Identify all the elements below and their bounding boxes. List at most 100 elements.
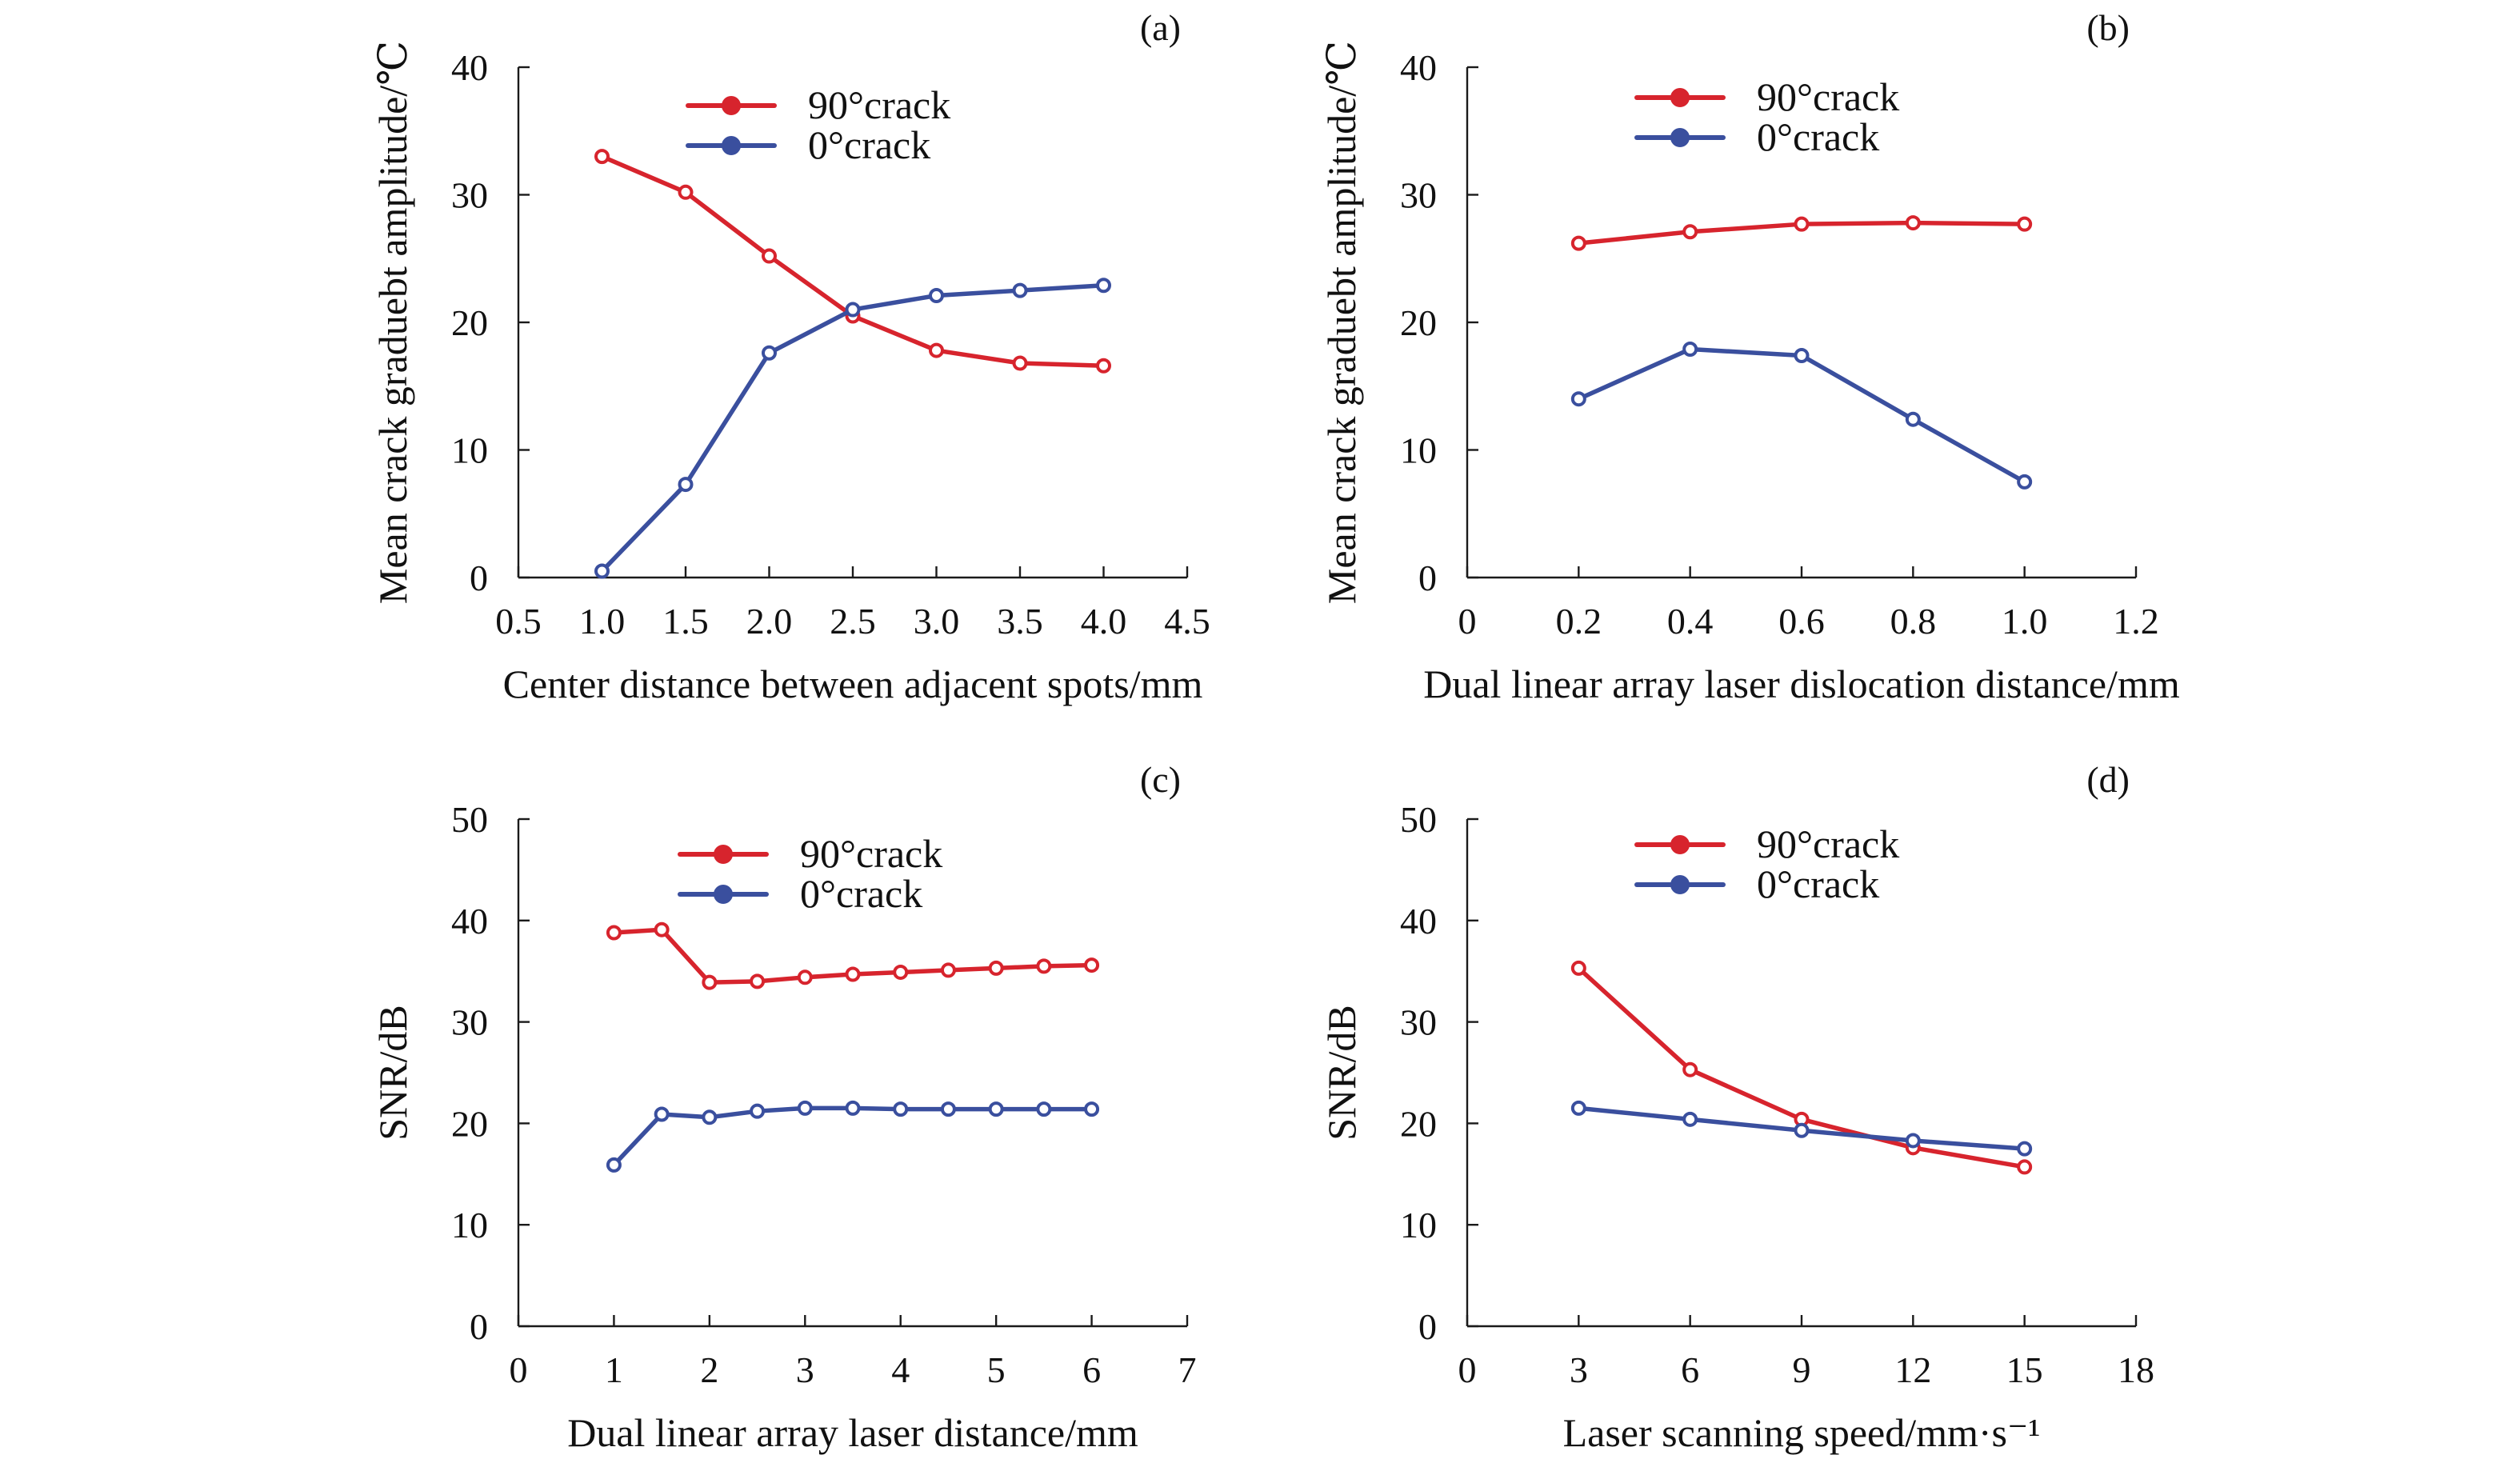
y-tick-label: 40 [451,47,488,88]
y-tick-label: 10 [451,1205,488,1245]
x-axis-title: Dual linear array laser dislocation dist… [1423,662,2180,706]
data-point [1682,1111,1698,1127]
x-axis-title: Dual linear array laser distance/mm [567,1410,1138,1455]
legend-label: 0°crack [800,871,922,916]
legend-label: 90°crack [1757,821,1899,866]
x-tick-label: 4.5 [1164,601,1210,642]
data-point [606,1157,622,1173]
x-tick-label: 3.0 [914,601,960,642]
legend-marker [722,96,741,115]
data-point [1084,957,1100,973]
data-point [762,345,777,361]
data-point [893,1101,909,1117]
chart-panel: 0 10 20 30 40 0.5 1.0 1.5 2.0 2.5 3.0 3.5 4.0 4.5 Cent… [370,7,1210,706]
series-line [611,1105,1094,1168]
y-tick-label: 20 [451,302,488,343]
data-point [654,1106,670,1122]
data-point [1794,1122,1810,1138]
legend-marker [714,845,733,864]
y-tick-label: 0 [470,1306,488,1347]
y-axis-title: SNR/dB [1319,1005,1364,1141]
y-tick-label: 40 [451,901,488,941]
legend-label: 90°crack [1757,74,1899,119]
data-point [1570,1100,1586,1116]
y-tick-label: 10 [451,430,488,471]
legend-marker [714,885,733,904]
data-point [2017,1159,2033,1175]
data-point [1682,1061,1698,1077]
x-tick-label: 6 [1082,1349,1101,1390]
x-tick-label: 0.6 [1778,601,1825,642]
data-point [940,1101,956,1117]
data-point [2017,216,2033,232]
y-tick-label: 50 [1400,799,1437,840]
data-point [750,1103,766,1119]
data-point [678,184,694,200]
data-point [1096,278,1111,294]
chart-panel: 0 10 20 30 40 50 0 3 6 9 12 15 18 Laser scanning spee… [1319,759,2154,1455]
legend-marker [1670,835,1690,854]
x-tick-label: 1 [605,1349,623,1390]
data-point [893,964,909,980]
legend-label: 90°crack [800,831,942,876]
x-tick-label: 18 [2118,1349,2154,1390]
legend-marker [1670,875,1690,894]
data-point [1905,215,1921,231]
data-point [594,563,610,579]
data-point [845,1100,861,1116]
data-point [1036,1101,1052,1117]
data-point [797,969,813,985]
legend-marker [1670,128,1690,147]
x-tick-label: 0 [1458,601,1477,642]
data-point [845,966,861,982]
x-axis-title: Laser scanning speed/mm·s⁻¹ [1563,1410,2041,1455]
x-tick-label: 0.5 [495,601,542,642]
y-axis-title: SNR/dB [370,1005,415,1141]
y-axis-title: Mean crack graduebt amplitude/℃ [370,41,415,604]
y-tick-label: 30 [1400,1002,1437,1043]
y-tick-label: 0 [470,558,488,598]
legend-label: 0°crack [1757,114,1879,159]
x-tick-label: 0.4 [1667,601,1714,642]
x-axis-title: Center distance between adjacent spots/m… [503,662,1203,706]
data-point [762,248,777,264]
data-point [1570,235,1586,251]
x-tick-label: 4 [891,1349,910,1390]
data-point [988,1101,1004,1117]
data-point [2017,474,2033,490]
data-point [1012,282,1028,298]
data-point [845,302,861,318]
chart-panel: 0 10 20 30 40 0 0.2 0.4 0.6 0.8 1.0 1.2 Dual linear … [1319,7,2180,706]
data-point [940,962,956,978]
data-point [1905,411,1921,427]
data-point [606,925,622,941]
data-point [678,477,694,493]
x-tick-label: 0 [510,1349,528,1390]
data-point [929,342,944,358]
x-tick-label: 3.5 [997,601,1043,642]
panel-label: (c) [1140,759,1181,800]
y-tick-label: 10 [1400,430,1437,471]
y-tick-label: 20 [1400,302,1437,343]
x-tick-label: 3 [796,1349,814,1390]
x-tick-label: 15 [2006,1349,2043,1390]
y-tick-label: 30 [1400,175,1437,216]
data-point [702,1109,718,1125]
series-line [599,282,1106,574]
x-tick-label: 1.0 [579,601,626,642]
data-point [1096,358,1111,374]
data-point [797,1100,813,1116]
y-tick-label: 50 [451,799,488,840]
data-point [988,960,1004,976]
legend-label: 0°crack [808,122,930,167]
data-point [594,149,610,165]
x-tick-label: 0.2 [1556,601,1602,642]
x-tick-label: 5 [987,1349,1006,1390]
x-tick-label: 1.5 [662,601,709,642]
x-tick-label: 2.5 [830,601,876,642]
data-point [1570,960,1586,976]
x-tick-label: 0 [1458,1349,1477,1390]
y-axis-title: Mean crack graduebt amplitude/℃ [1319,41,1364,604]
x-tick-label: 0.8 [1890,601,1937,642]
